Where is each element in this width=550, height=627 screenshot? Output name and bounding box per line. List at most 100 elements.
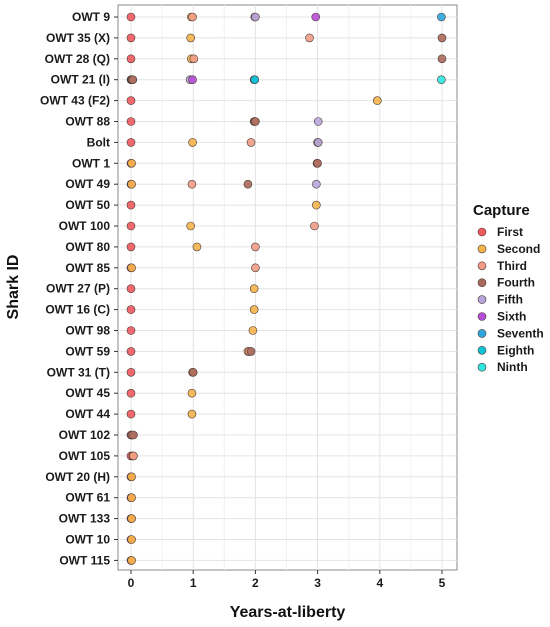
data-point [126, 138, 136, 147]
y-tick-label: OWT 31 (T) [47, 365, 110, 379]
y-tick-label: OWT 50 [65, 198, 110, 212]
data-point [243, 179, 253, 189]
data-point [127, 556, 136, 565]
data-point [126, 347, 136, 356]
data-point [251, 242, 260, 252]
legend-swatch [477, 261, 487, 271]
y-tick-label: OWT 59 [65, 344, 110, 358]
legend-swatch [477, 278, 487, 288]
data-point [126, 326, 136, 335]
legend-label: Sixth [497, 310, 526, 324]
data-point [313, 159, 322, 168]
data-point [437, 54, 447, 64]
data-point [127, 263, 136, 273]
y-tick-label: OWT 9 [72, 10, 110, 24]
data-point [437, 75, 446, 84]
data-point [187, 179, 197, 189]
x-tick-label: 0 [128, 576, 135, 590]
data-point [251, 12, 260, 22]
y-tick-label: OWT 43 (F2) [40, 94, 110, 108]
legend-swatch [477, 312, 487, 321]
data-point [126, 33, 136, 43]
y-tick-label: OWT 27 (P) [46, 282, 110, 296]
legend-label: Third [497, 259, 527, 273]
y-tick-label: OWT 35 (X) [46, 31, 110, 45]
y-axis-tick-labels: OWT 9 OWT 35 (X) OWT 28 (Q) OWT 21 (I) OWT 4… [40, 10, 118, 567]
y-tick-label: OWT 61 [65, 491, 110, 505]
data-point [187, 409, 197, 419]
data-point [186, 33, 196, 43]
y-tick-label: OWT 10 [65, 533, 110, 547]
x-tick-label: 1 [190, 576, 197, 590]
data-point [373, 96, 382, 105]
legend-swatch [477, 295, 487, 304]
legend-swatch [477, 362, 487, 372]
y-tick-label: OWT 133 [59, 512, 111, 526]
data-point [127, 514, 136, 523]
y-tick-label: OWT 98 [65, 324, 110, 338]
legend-swatch [477, 244, 487, 254]
legend-label: Ninth [497, 360, 528, 374]
data-point [126, 12, 136, 22]
y-tick-label: Bolt [87, 135, 110, 149]
data-point [188, 75, 197, 84]
data-point [251, 117, 260, 126]
data-point [128, 75, 138, 84]
data-point [126, 96, 136, 105]
data-point [186, 221, 196, 231]
data-point [126, 242, 136, 252]
y-tick-label: OWT 44 [65, 407, 110, 421]
y-tick-label: OWT 102 [59, 428, 111, 442]
data-point [246, 138, 256, 147]
data-point [187, 388, 197, 398]
data-point [250, 75, 260, 84]
data-point [129, 451, 138, 461]
y-tick-label: OWT 100 [59, 219, 111, 233]
data-point [311, 12, 321, 22]
y-tick-label: OWT 49 [65, 177, 110, 191]
data-point [189, 54, 199, 64]
legend: Capture First Second Third Fourth Fifth Sixth… [473, 202, 544, 374]
data-point [312, 200, 321, 210]
y-tick-label: OWT 45 [65, 386, 110, 400]
y-axis-title: Shark ID [5, 255, 22, 320]
legend-label: Second [497, 242, 540, 256]
legend-label: Eighth [497, 343, 534, 357]
data-point [126, 367, 136, 377]
data-point [126, 409, 136, 419]
data-point [313, 117, 323, 126]
data-point [127, 535, 136, 544]
data-point [251, 263, 260, 273]
legend-label: First [497, 225, 523, 239]
x-tick-label: 4 [376, 576, 383, 590]
data-point [126, 388, 136, 398]
x-tick-label: 5 [439, 576, 446, 590]
data-point [127, 472, 136, 482]
data-point [249, 284, 259, 294]
legend-swatch [477, 345, 487, 355]
x-axis-title: Years-at-liberty [230, 604, 346, 621]
y-tick-label: OWT 21 (I) [51, 73, 110, 87]
data-point [126, 117, 136, 126]
legend-label: Seventh [497, 326, 544, 340]
data-point [126, 305, 136, 314]
data-point [246, 347, 256, 356]
data-point [192, 242, 202, 252]
data-point [305, 33, 314, 43]
data-point [127, 179, 136, 189]
x-tick-label: 3 [314, 576, 321, 590]
data-point [188, 12, 197, 22]
data-point [437, 33, 447, 43]
data-point [127, 493, 136, 503]
data-point [188, 367, 198, 377]
x-tick-label: 2 [252, 576, 259, 590]
legend-swatch [477, 329, 487, 338]
data-point [126, 200, 136, 210]
y-tick-label: OWT 80 [65, 240, 110, 254]
data-point [126, 54, 136, 64]
x-axis-tick-labels: 0 1 2 3 4 5 [128, 570, 446, 590]
legend-swatch [477, 227, 487, 237]
legend-label: Fourth [497, 276, 535, 290]
data-point [249, 305, 259, 314]
